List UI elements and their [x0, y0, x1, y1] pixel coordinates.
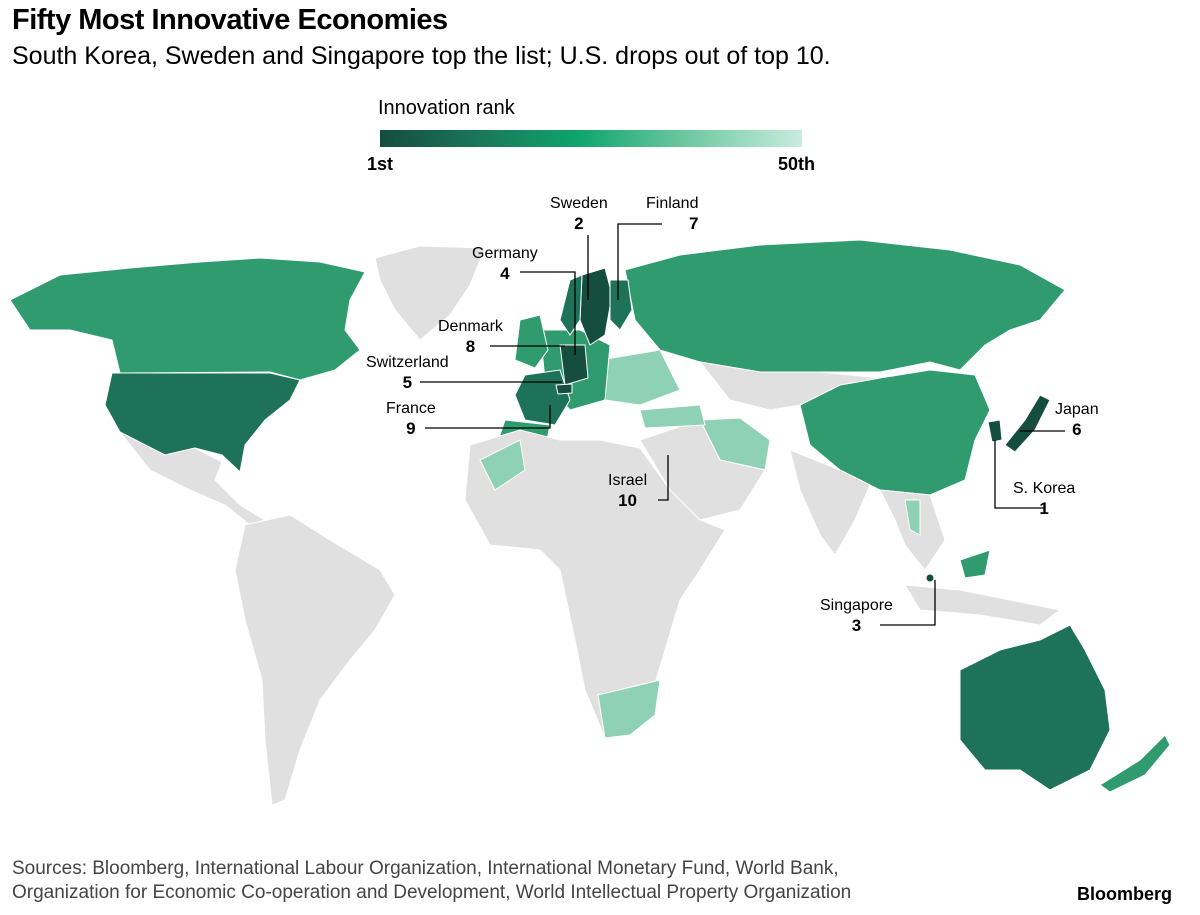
country-rank: 2 [574, 214, 584, 233]
legend-high-label: 50th [778, 154, 816, 174]
mongolia-central-asia [698, 361, 881, 411]
leader-lines [420, 223, 1065, 626]
label-finland: Finland 7 [646, 194, 698, 234]
country-name: Singapore [820, 597, 893, 614]
sources-note: Sources: Bloomberg, International Labour… [12, 857, 851, 905]
canada [9, 257, 366, 381]
label-japan: Japan 6 [1055, 400, 1099, 440]
country-rank: 1 [1039, 499, 1049, 518]
russia [624, 239, 1066, 373]
new-zealand [1099, 734, 1171, 793]
country-rank: 8 [465, 337, 476, 356]
sources-line: Sources: Bloomberg, International Labour… [12, 858, 839, 879]
legend-low-label: 1st [367, 154, 394, 174]
greenland [374, 245, 486, 341]
norway [559, 274, 583, 336]
country-rank: 5 [402, 373, 413, 392]
morocco [479, 439, 526, 491]
label-denmark: Denmark 8 [438, 317, 503, 357]
country-rank: 7 [689, 214, 699, 233]
mexico-central-america [119, 431, 267, 526]
chart-title: Fifty Most Innovative Economies [12, 4, 448, 36]
uk-ireland [514, 314, 549, 369]
india [789, 449, 871, 556]
country-name: S. Korea [1013, 480, 1076, 497]
label-germany: Germany 4 [472, 244, 538, 284]
country-name: Switzerland [366, 354, 449, 371]
country-name: France [386, 400, 436, 417]
country-name: Israel [608, 472, 648, 489]
switzerland [555, 383, 573, 395]
label-israel: Israel 10 [608, 471, 647, 511]
label-singapore: Singapore 3 [820, 596, 893, 636]
country-rank: 6 [1072, 420, 1082, 439]
legend-gradient [380, 130, 802, 147]
bloomberg-logo: Bloomberg [1077, 884, 1173, 904]
singapore-dot [925, 573, 935, 583]
japan [1004, 394, 1051, 453]
country-name: Sweden [550, 195, 608, 212]
germany [559, 344, 589, 386]
sources-line: Organization for Economic Co-operation a… [12, 882, 852, 903]
label-france: France 9 [386, 399, 436, 439]
south-america [234, 514, 396, 806]
country-name: Denmark [438, 318, 503, 335]
malaysia [959, 549, 991, 579]
europe-east [599, 349, 681, 406]
africa [464, 429, 726, 739]
indonesia [904, 584, 1062, 626]
country-rank: 4 [500, 264, 510, 283]
thailand [904, 499, 921, 536]
korea [987, 419, 1003, 443]
country-rank: 10 [618, 491, 638, 510]
south-africa [597, 679, 661, 739]
australia [959, 624, 1111, 791]
country-name: Finland [646, 195, 699, 212]
label-sweden: Sweden 2 [550, 194, 608, 234]
chart-subtitle: South Korea, Sweden and Singapore top th… [12, 42, 831, 70]
legend-title: Innovation rank [378, 97, 515, 119]
country-name: Germany [472, 245, 538, 262]
country-rank: 9 [406, 419, 416, 438]
label-switzerland: Switzerland 5 [366, 353, 449, 393]
country-name: Japan [1055, 401, 1099, 418]
country-rank: 3 [851, 616, 862, 635]
label-south-korea: S. Korea 1 [1013, 479, 1075, 519]
turkey [639, 404, 706, 429]
finland [609, 279, 633, 331]
france [514, 369, 571, 426]
